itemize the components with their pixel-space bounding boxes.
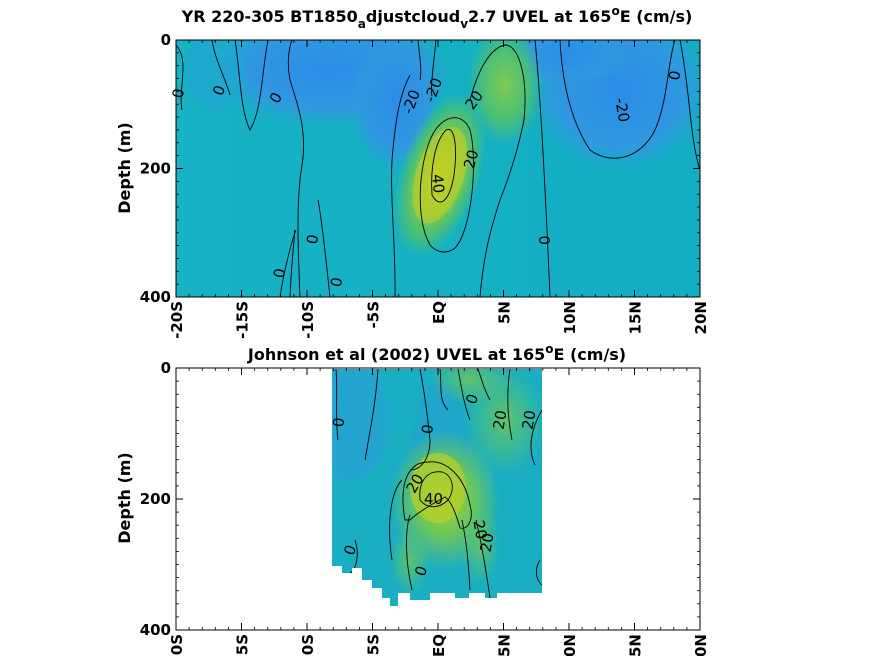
x-tick-label: EQ <box>430 634 448 656</box>
top-title-sub1: a <box>358 17 366 31</box>
bottom-title-part1: Johnson et al (2002) UVEL at 165 <box>247 345 545 364</box>
bottom-title-part2: E (cm/s) <box>553 345 626 364</box>
y-tick-label: 400 <box>140 621 171 639</box>
top-panel: YR 220-305 BT1850adjustcloudv2.7 UVEL at… <box>115 4 710 339</box>
contour-label: 20 <box>477 531 498 553</box>
bottom-contour-labels: 0 0 0 20 20 20 40 20 20 0 0 <box>329 392 539 579</box>
x-tick-label: -15S <box>234 301 252 339</box>
x-tick-label: -10S <box>299 634 317 656</box>
contour-label: 20 <box>469 519 490 541</box>
x-tick-label: 15N <box>627 301 645 334</box>
y-tick-label: 400 <box>140 288 171 306</box>
y-tick-label: 0 <box>161 31 171 49</box>
contour-label: 20 <box>519 409 540 431</box>
y-tick-label: 200 <box>140 490 171 508</box>
x-tick-label: 5N <box>496 301 514 324</box>
x-tick-label: -10S <box>299 301 317 339</box>
svg-text:YR 220-305 BT1850adjustcloudv2: YR 220-305 BT1850adjustcloudv2.7 UVEL at… <box>181 4 693 31</box>
top-title: YR 220-305 BT1850adjustcloudv2.7 UVEL at… <box>181 4 693 31</box>
y-tick-label: 200 <box>140 160 171 178</box>
bottom-heatmap <box>332 369 542 606</box>
bottom-contours <box>335 369 542 599</box>
top-title-part3: 2.7 UVEL at 165 <box>468 7 611 26</box>
top-title-part4: E (cm/s) <box>620 7 693 26</box>
x-tick-label: -20S <box>168 634 186 656</box>
x-tick-label: -5S <box>365 301 383 328</box>
contour-label: -20 <box>611 96 633 123</box>
x-tick-label: -20S <box>168 301 186 339</box>
contour-label: 0 <box>329 417 348 428</box>
bottom-panel: Johnson et al (2002) UVEL at 165oE (cm/s… <box>115 342 710 656</box>
x-tick-label: 5N <box>496 634 514 656</box>
contour-label: 40 <box>424 490 443 508</box>
x-tick-label: 10N <box>561 301 579 334</box>
x-tick-label: -15S <box>234 634 252 656</box>
x-tick-label: EQ <box>430 301 448 324</box>
top-title-sup: o <box>611 4 619 18</box>
contour-label: 0 <box>418 423 437 436</box>
contour-label: 0 <box>169 87 188 100</box>
top-contours <box>176 40 700 297</box>
x-tick-label: 20N <box>692 301 710 334</box>
y-tick-label: 0 <box>161 359 171 377</box>
top-title-part1: YR 220-305 BT1850 <box>181 7 358 26</box>
x-tick-label: -5S <box>365 634 383 656</box>
x-tick-label: 20N <box>692 634 710 656</box>
x-tick-label: 10N <box>561 634 579 656</box>
contour-label: 20 <box>460 148 482 171</box>
top-title-part2: djustcloud <box>366 7 460 26</box>
top-title-sub2: v <box>460 17 468 31</box>
bottom-title: Johnson et al (2002) UVEL at 165oE (cm/s… <box>247 342 626 364</box>
contour-label: 0 <box>270 267 289 280</box>
contour-label: 20 <box>490 409 511 431</box>
contour-label: 0 <box>536 235 554 245</box>
top-ylabel: Depth (m) <box>115 122 134 214</box>
contour-label: 0 <box>327 276 346 289</box>
top-heatmap <box>176 40 700 297</box>
contour-label: 0 <box>303 233 322 246</box>
contour-label: 40 <box>428 173 448 194</box>
contour-label: 0 <box>665 69 684 82</box>
svg-text:Johnson et al (2002) UVEL at 1: Johnson et al (2002) UVEL at 165oE (cm/s… <box>247 342 626 364</box>
x-tick-label: 15N <box>627 634 645 656</box>
bottom-title-sup: o <box>545 342 553 356</box>
bottom-ylabel: Depth (m) <box>115 452 134 544</box>
